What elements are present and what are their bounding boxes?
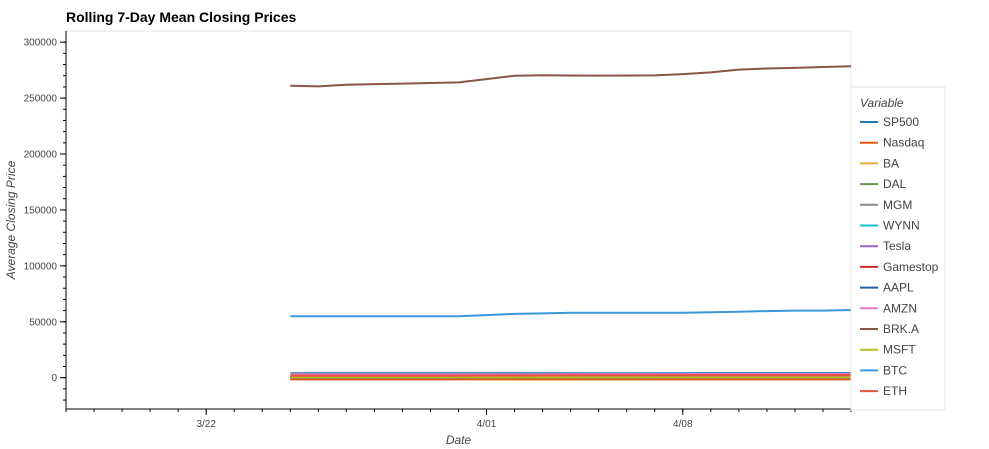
legend-item-msft[interactable]: MSFT bbox=[883, 343, 916, 357]
legend-item-aapl[interactable]: AAPL bbox=[883, 281, 914, 295]
y-tick-label: 50000 bbox=[29, 317, 57, 328]
series-line-brk-a bbox=[290, 65, 851, 88]
y-tick-label: 100000 bbox=[24, 261, 58, 272]
legend-item-sp500[interactable]: SP500 bbox=[883, 115, 919, 129]
y-tick-label: 0 bbox=[51, 373, 57, 384]
series-line-btc bbox=[290, 309, 851, 318]
y-tick-label: 200000 bbox=[24, 150, 58, 161]
x-tick-label: 3/22 bbox=[196, 419, 216, 430]
legend-item-nasdaq[interactable]: Nasdaq bbox=[883, 136, 924, 150]
chart-title: Rolling 7-Day Mean Closing Prices bbox=[66, 9, 296, 25]
y-tick-label: 150000 bbox=[24, 205, 58, 216]
series-line-eth bbox=[290, 374, 851, 377]
y-tick-label: 250000 bbox=[24, 94, 58, 105]
legend-item-btc[interactable]: BTC bbox=[883, 363, 907, 377]
legend-item-tesla[interactable]: Tesla bbox=[883, 239, 911, 253]
x-tick-label: 4/01 bbox=[477, 419, 497, 430]
legend-item-mgm[interactable]: MGM bbox=[883, 198, 912, 212]
legend-item-wynn[interactable]: WYNN bbox=[883, 219, 920, 233]
legend-item-brk-a[interactable]: BRK.A bbox=[883, 322, 919, 336]
legend-box bbox=[850, 86, 946, 411]
legend-item-eth[interactable]: ETH bbox=[883, 384, 907, 398]
legend-item-dal[interactable]: DAL bbox=[883, 177, 907, 191]
legend-item-ba[interactable]: BA bbox=[883, 156, 899, 170]
plot-area bbox=[65, 30, 852, 410]
legend-item-gamestop[interactable]: Gamestop bbox=[883, 260, 939, 274]
legend-title: Variable bbox=[860, 96, 904, 110]
y-axis-label: Average Closing Price bbox=[4, 160, 18, 280]
y-tick-label: 300000 bbox=[24, 38, 58, 49]
x-axis-label: Date bbox=[446, 433, 472, 447]
legend-item-amzn[interactable]: AMZN bbox=[883, 301, 917, 315]
x-tick-label: 4/08 bbox=[673, 419, 693, 430]
